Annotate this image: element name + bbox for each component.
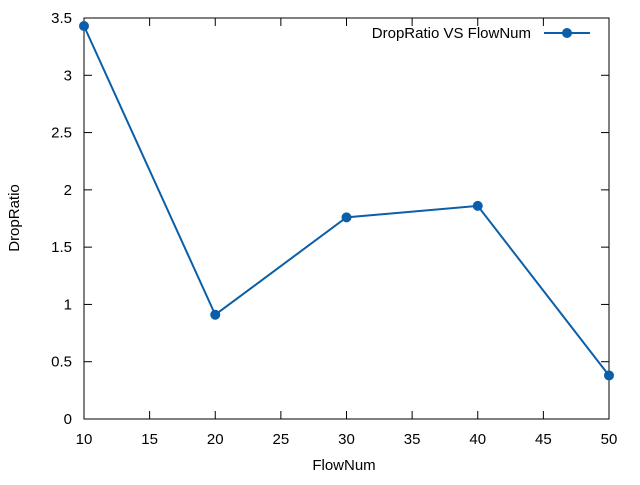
data-point: [79, 21, 89, 32]
series-layer: [79, 21, 614, 381]
y-axis-label: DropRatio: [6, 184, 23, 252]
data-point: [472, 200, 483, 211]
series-line: [83, 25, 610, 377]
x-tick-label: 40: [469, 431, 486, 448]
axis-ticks: 10 15 20 25 30 35 40 45 50 0 0.5 1 1.5 2 2.5 3 3.5: [51, 10, 617, 448]
x-tick-label: 35: [404, 431, 421, 448]
x-tick-label: 30: [338, 431, 355, 448]
data-point: [210, 309, 221, 320]
y-tick-label: 3.5: [51, 10, 72, 27]
x-tick-label: 25: [273, 431, 290, 448]
data-point: [604, 370, 614, 381]
y-tick-label: 1: [64, 296, 72, 313]
y-tick-label: 2.5: [51, 125, 72, 142]
legend: DropRatio VS FlowNum: [372, 25, 590, 42]
y-tick-label: 1.5: [51, 239, 72, 256]
x-tick-label: 45: [535, 431, 552, 448]
x-tick-label: 20: [207, 431, 224, 448]
y-tick-label: 2: [64, 182, 72, 199]
data-point: [341, 212, 352, 223]
x-tick-label: 10: [76, 431, 93, 448]
y-tick-label: 0.5: [51, 354, 72, 371]
y-tick-label: 3: [64, 67, 72, 84]
legend-marker: [562, 28, 572, 38]
y-tick-label: 0: [64, 411, 72, 428]
x-tick-label: 15: [141, 431, 158, 448]
legend-label: DropRatio VS FlowNum: [372, 25, 531, 42]
x-axis-label: FlowNum: [312, 457, 375, 474]
x-tick-label: 50: [601, 431, 618, 448]
